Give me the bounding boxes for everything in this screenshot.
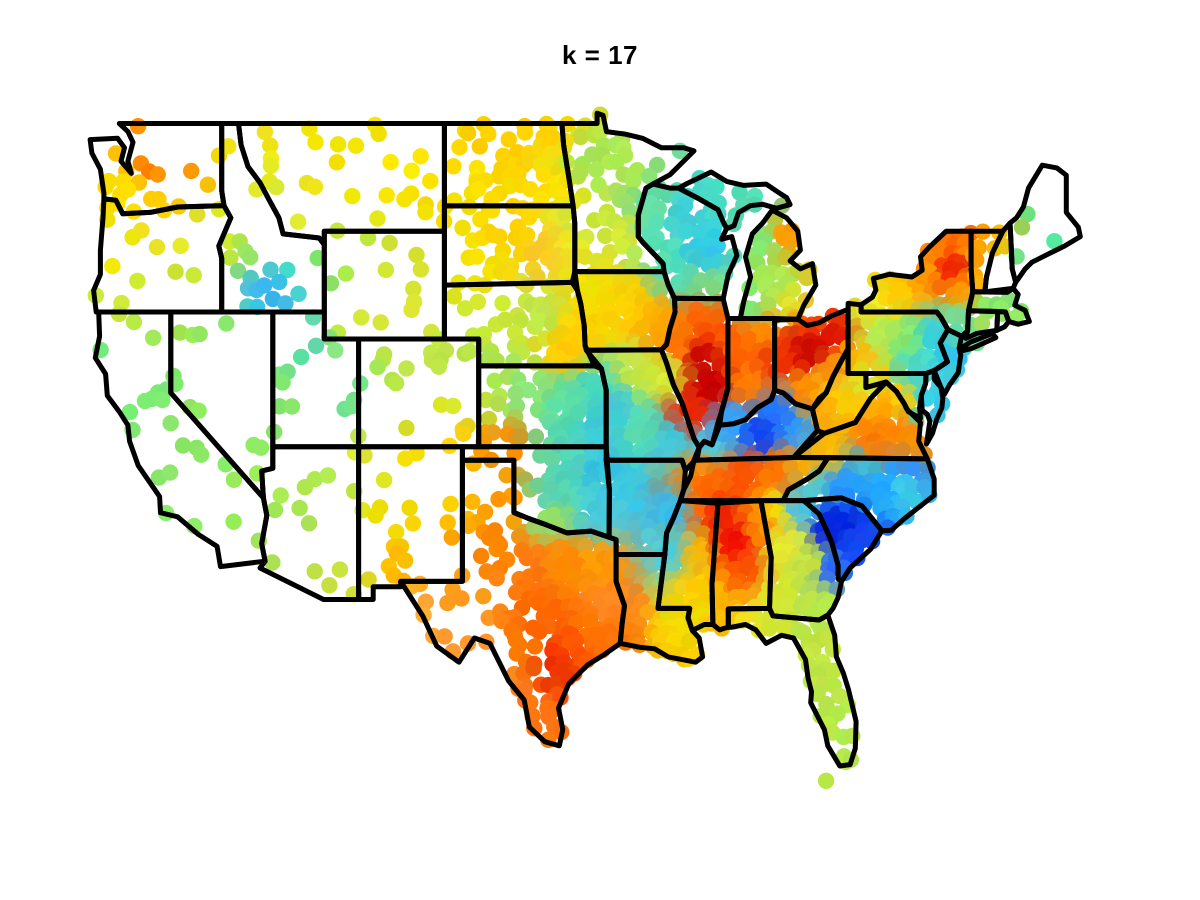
chart-title: k = 17 <box>561 40 638 70</box>
state-borders <box>87 110 1083 769</box>
